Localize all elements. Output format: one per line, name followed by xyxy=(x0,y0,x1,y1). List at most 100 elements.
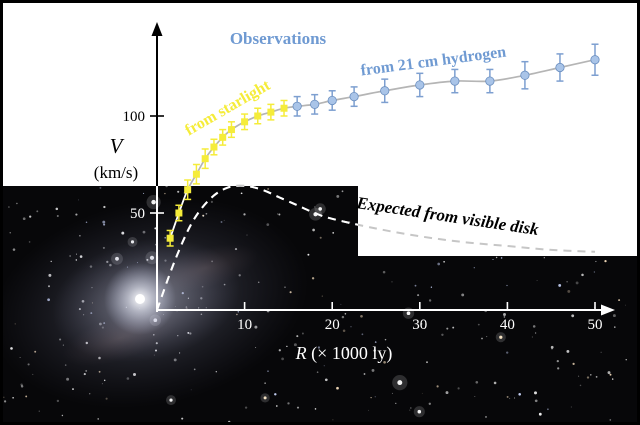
star xyxy=(461,293,465,297)
star xyxy=(485,415,487,418)
star xyxy=(625,304,626,306)
x-tick-label: 10 xyxy=(237,317,252,333)
x-tick-label: 40 xyxy=(500,317,515,333)
star xyxy=(595,376,598,378)
galaxy-core xyxy=(135,294,145,304)
y-axis-label-var: V xyxy=(110,134,125,158)
starlight-point xyxy=(254,112,262,120)
star xyxy=(536,279,538,282)
hydrogen-point xyxy=(485,76,495,86)
star xyxy=(36,210,39,213)
star xyxy=(558,283,562,287)
star xyxy=(495,256,498,259)
star xyxy=(474,395,476,398)
star xyxy=(409,409,411,411)
star xyxy=(547,408,549,411)
star xyxy=(341,315,345,319)
star xyxy=(370,396,372,399)
y-tick-label: 100 xyxy=(123,109,146,125)
star xyxy=(538,412,542,416)
star xyxy=(607,371,611,375)
starlight-point xyxy=(201,155,209,163)
starlight-point xyxy=(267,108,275,116)
x-axis-arrow xyxy=(601,304,615,316)
star xyxy=(29,215,32,218)
chart-title: Observations xyxy=(230,29,327,48)
axes-overlay xyxy=(156,186,615,316)
star xyxy=(557,367,560,370)
star xyxy=(475,380,479,384)
star xyxy=(324,378,328,382)
star xyxy=(575,281,579,285)
star xyxy=(410,407,412,409)
star xyxy=(311,277,315,280)
star xyxy=(317,346,321,349)
bright-star xyxy=(417,409,422,414)
star xyxy=(177,190,180,193)
star xyxy=(78,199,80,201)
star xyxy=(481,337,483,340)
star xyxy=(443,260,445,263)
star xyxy=(9,232,11,234)
star xyxy=(531,336,533,338)
star xyxy=(566,281,568,283)
star xyxy=(543,257,545,259)
star xyxy=(457,387,460,390)
star xyxy=(586,376,590,379)
star xyxy=(314,408,317,410)
star xyxy=(341,190,344,193)
star xyxy=(275,405,278,407)
hydrogen-point xyxy=(415,80,425,90)
star xyxy=(316,371,319,374)
star xyxy=(493,381,497,385)
star xyxy=(16,202,18,205)
star xyxy=(296,335,299,338)
starlight-point xyxy=(192,170,200,178)
star xyxy=(287,402,290,405)
hydrogen-point xyxy=(555,62,565,73)
star xyxy=(332,419,334,421)
star xyxy=(20,383,23,386)
star xyxy=(371,368,375,372)
x-axis-label: R (× 1000 ly) xyxy=(295,343,393,364)
star xyxy=(503,313,506,316)
hydrogen-point xyxy=(450,76,460,86)
star xyxy=(25,395,28,398)
star xyxy=(614,326,616,328)
star xyxy=(590,374,592,376)
star xyxy=(428,402,431,405)
star xyxy=(417,294,420,297)
star xyxy=(571,314,575,318)
star xyxy=(12,248,16,251)
star xyxy=(391,392,393,394)
starlight-point xyxy=(227,126,235,134)
star xyxy=(625,359,627,361)
star xyxy=(3,396,5,398)
star xyxy=(503,316,506,318)
star xyxy=(581,273,584,277)
y-axis-label-unit: (km/s) xyxy=(94,163,138,182)
star xyxy=(278,349,281,352)
star xyxy=(274,393,277,396)
star xyxy=(181,417,184,420)
expected-curve-overlay xyxy=(156,186,596,311)
star xyxy=(518,393,521,396)
star xyxy=(579,384,582,387)
star xyxy=(22,217,26,221)
star xyxy=(301,332,304,335)
bright-star xyxy=(397,380,403,386)
star xyxy=(421,392,423,394)
starlight-point xyxy=(219,133,227,141)
star xyxy=(570,406,572,408)
star xyxy=(430,286,433,288)
star xyxy=(437,262,441,266)
star xyxy=(55,207,59,211)
hydrogen-point xyxy=(590,55,600,65)
bright-star xyxy=(318,207,323,211)
star xyxy=(278,213,281,216)
star xyxy=(595,260,597,263)
star xyxy=(609,373,612,376)
star xyxy=(492,258,494,261)
star xyxy=(164,192,166,195)
star xyxy=(244,406,248,409)
